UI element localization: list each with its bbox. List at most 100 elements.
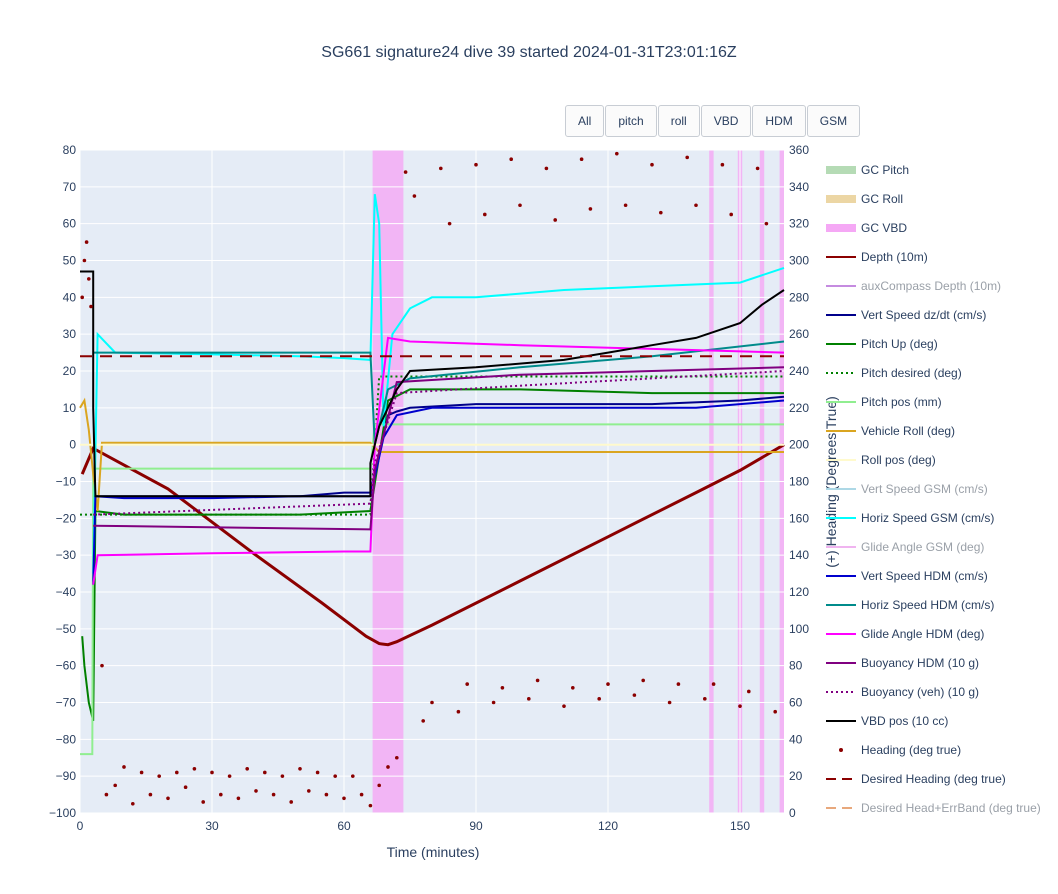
series-heading-deg-true-point (509, 157, 513, 162)
legend-swatch (839, 747, 843, 752)
legend-swatch (826, 487, 856, 490)
legend-swatch (826, 255, 856, 258)
series-heading-deg-true-point (89, 304, 93, 309)
y2-tick-label: 340 (789, 180, 809, 194)
legend-item[interactable]: Horiz Speed HDM (cm/s) (826, 590, 1041, 619)
y-tick-label: −70 (56, 696, 77, 710)
legend-item[interactable]: Roll pos (deg) (826, 445, 1041, 474)
series-heading-deg-true-point (500, 685, 505, 690)
legend-item[interactable]: Glide Angle HDM (deg) (826, 619, 1041, 648)
legend-item[interactable]: GC Roll (826, 184, 1041, 213)
series-vbd-pos-10-cc-line (80, 270, 785, 498)
legend: GC Pitch GC Roll GC VBD Depth (10m) auxCompa… (826, 155, 1041, 822)
legend-item[interactable]: Desired Head+ErrBand (deg true) (826, 793, 1041, 822)
legend-item[interactable]: Vert Speed dz/dt (cm/s) (826, 300, 1041, 329)
series-heading-deg-true-point (430, 700, 434, 705)
legend-item[interactable]: Heading (deg true) (826, 735, 1041, 764)
legend-swatch (826, 632, 856, 635)
series-heading-deg-true-point (307, 789, 311, 793)
legend-swatch (826, 429, 856, 432)
all-button[interactable]: All (565, 105, 605, 137)
pitch-button[interactable]: pitch (605, 105, 657, 137)
y2-tick-label: 100 (789, 622, 809, 636)
gsm-button[interactable]: GSM (806, 105, 861, 137)
series-heading-deg-true-point (597, 697, 601, 701)
legend-swatch (826, 313, 856, 316)
legend-swatch (826, 223, 856, 232)
series-heading-deg-true-point (491, 700, 496, 705)
legend-item[interactable]: Pitch Up (deg) (826, 329, 1041, 358)
series-horiz-speed-gsm-cm-s-line (92, 194, 785, 574)
series-heading-deg-true-point (298, 767, 302, 771)
legend-label: Heading (deg true) (861, 742, 962, 757)
legend-item[interactable]: Vert Speed GSM (cm/s) (826, 474, 1041, 503)
series-heading-deg-true-point (421, 719, 426, 723)
legend-item[interactable]: auxCompass Depth (10m) (826, 271, 1041, 300)
y-tick-label: 0 (69, 438, 76, 452)
series-heading-deg-true-point (245, 767, 249, 771)
x-tick-label: 30 (205, 819, 219, 833)
legend-swatch (826, 165, 856, 174)
series-heading-deg-true-point (100, 663, 104, 668)
y2-tick-label: 260 (789, 327, 809, 341)
x-tick-label: 90 (469, 819, 483, 833)
legend-item[interactable]: GC Pitch (826, 155, 1041, 184)
series-heading-deg-true-point (131, 801, 135, 806)
legend-item[interactable]: GC VBD (826, 213, 1041, 242)
legend-label: Pitch desired (deg) (861, 365, 962, 380)
y2-tick-label: 240 (789, 364, 809, 378)
series-heading-deg-true-point (738, 704, 742, 708)
series-heading-deg-true-point (80, 295, 84, 300)
series-heading-deg-true-point (694, 203, 698, 208)
series-heading-deg-true-point (483, 212, 487, 217)
series-heading-deg-true-point (641, 678, 645, 683)
y-tick-label: −50 (56, 622, 77, 636)
legend-item[interactable]: Vehicle Roll (deg) (826, 416, 1041, 445)
series-heading-deg-true-point (606, 682, 610, 686)
series-buoyancy-hdm-10-g-line (93, 366, 785, 531)
mode-button-bar: All pitch roll VBD HDM GSM (565, 105, 861, 137)
legend-swatch (826, 284, 856, 287)
series-vert-speed-hdm-cm-s-line (92, 399, 785, 585)
legend-item[interactable]: Pitch pos (mm) (826, 387, 1041, 416)
legend-label: Glide Angle GSM (deg) (861, 539, 985, 554)
legend-item[interactable]: Depth (10m) (826, 242, 1041, 271)
hdm-button[interactable]: HDM (752, 105, 806, 137)
legend-item[interactable]: Vert Speed HDM (cm/s) (826, 561, 1041, 590)
series-heading-deg-true-point (192, 767, 197, 771)
series-heading-deg-true-point (351, 774, 355, 778)
y-tick-label: 50 (63, 254, 77, 268)
y2-tick-label: 200 (789, 438, 809, 452)
legend-item[interactable]: Horiz Speed GSM (cm/s) (826, 503, 1041, 532)
legend-swatch (826, 719, 856, 722)
legend-label: auxCompass Depth (10m) (861, 278, 1002, 293)
legend-label: Roll pos (deg) (861, 452, 936, 467)
series-heading-deg-true-point (82, 258, 87, 263)
series-vehicle-roll-deg-line (79, 397, 784, 512)
series-heading-deg-true-point (527, 697, 531, 701)
series-heading-deg-true-point (122, 765, 126, 769)
legend-item[interactable]: Desired Heading (deg true) (826, 764, 1041, 793)
series-heading-deg-true-point (219, 792, 223, 797)
y2-tick-label: 60 (789, 696, 803, 710)
legend-item[interactable]: Pitch desired (deg) (826, 358, 1041, 387)
series-heading-deg-true-point (210, 770, 214, 775)
series-heading-deg-true-point (465, 682, 470, 686)
legend-item[interactable]: Buoyancy (veh) (10 g) (826, 677, 1041, 706)
series-heading-deg-true-point (227, 774, 232, 778)
series-heading-deg-true-point (764, 221, 769, 226)
legend-swatch (826, 574, 856, 577)
legend-item[interactable]: Glide Angle GSM (deg) (826, 532, 1041, 561)
series-heading-deg-true-point (166, 796, 170, 801)
series-heading-deg-true-point (333, 774, 338, 778)
roll-button[interactable]: roll (657, 105, 700, 137)
axes: −100−90−80−70−60−50−40−30−20−10010203040… (49, 143, 809, 833)
vbd-button[interactable]: VBD (700, 105, 752, 137)
y-tick-label: 20 (63, 364, 77, 378)
series-heading-deg-true-point (280, 774, 285, 778)
series-heading-deg-true-point (755, 166, 760, 171)
series-heading-deg-true-point (148, 792, 153, 797)
series-heading-deg-true-point (236, 796, 241, 801)
legend-item[interactable]: Buoyancy HDM (10 g) (826, 648, 1041, 677)
legend-item[interactable]: VBD pos (10 cc) (826, 706, 1041, 735)
